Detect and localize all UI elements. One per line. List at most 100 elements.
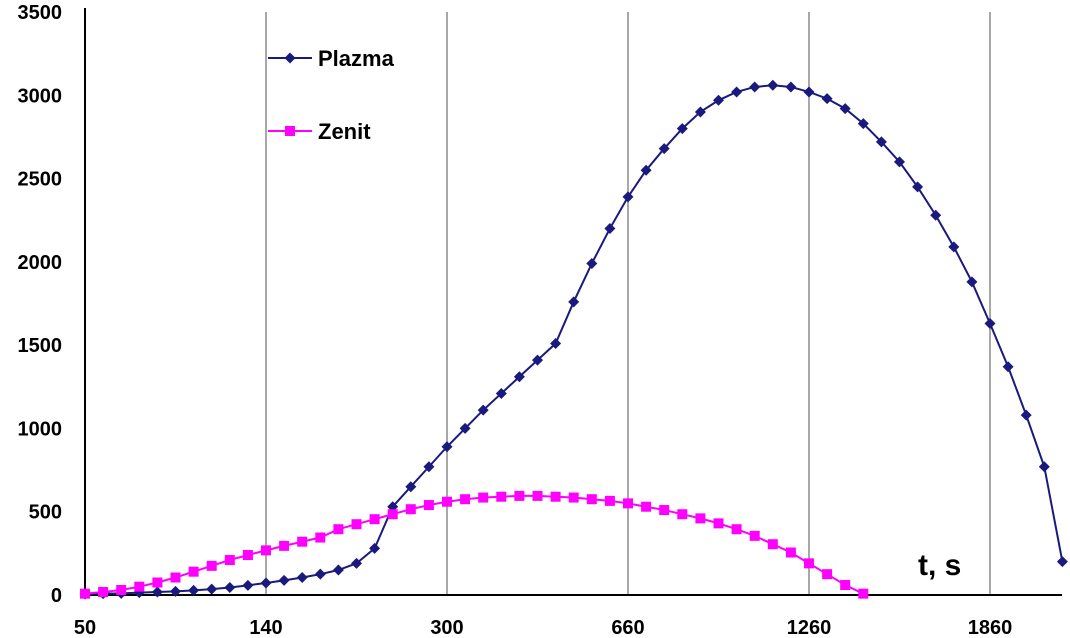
series-line-plazma [84, 84, 1064, 596]
data-point [296, 572, 308, 584]
x-tick-label: 1260 [787, 617, 832, 638]
data-point [98, 587, 109, 598]
legend: Plazma Zenit [268, 46, 395, 144]
data-point [912, 181, 924, 193]
data-point [278, 574, 290, 586]
data-point [550, 491, 561, 502]
data-point [839, 103, 851, 115]
x-axis-label: t, s [918, 549, 961, 582]
data-point [659, 505, 670, 516]
data-point [785, 81, 797, 93]
data-point [713, 94, 724, 106]
y-tick-label: 3000 [18, 85, 63, 107]
data-point [152, 577, 163, 588]
data-point [713, 518, 724, 529]
data-point [333, 524, 344, 535]
data-point [641, 501, 652, 512]
data-point [532, 490, 543, 501]
data-point [586, 258, 598, 270]
data-point [405, 481, 417, 493]
data-point [930, 209, 942, 221]
data-point [822, 569, 833, 580]
data-point [767, 539, 778, 550]
y-tick-label: 1500 [18, 335, 63, 357]
data-point [984, 317, 996, 329]
data-point [134, 581, 145, 592]
legend-marker [284, 52, 296, 64]
data-point [857, 118, 869, 130]
data-point [261, 545, 271, 556]
data-point [875, 136, 887, 148]
data-point [423, 461, 435, 473]
data-point [224, 582, 236, 594]
data-point [116, 585, 127, 596]
data-point [224, 555, 235, 566]
data-point [749, 81, 761, 93]
data-point [586, 494, 597, 505]
data-point [731, 524, 742, 535]
data-point [568, 296, 580, 308]
data-point [731, 86, 743, 98]
data-point [460, 494, 471, 505]
legend-label: Zenit [318, 119, 371, 144]
data-point [840, 580, 851, 591]
data-point [640, 164, 652, 176]
data-point [513, 371, 525, 383]
x-tick-label: 300 [430, 617, 463, 638]
data-point [495, 387, 507, 399]
data-point [369, 542, 381, 554]
data-point [351, 557, 362, 569]
y-tick-label: 2500 [18, 169, 63, 191]
y-tick-label: 2000 [18, 252, 63, 274]
legend-label: Plazma [318, 46, 395, 71]
data-point [622, 191, 634, 203]
data-point [387, 501, 399, 513]
data-point [151, 586, 163, 598]
data-point [170, 585, 181, 597]
data-point [514, 490, 525, 501]
data-point [1056, 556, 1068, 568]
axes [84, 8, 1062, 596]
data-point [785, 547, 796, 558]
data-point [477, 404, 489, 416]
data-point [623, 498, 633, 509]
data-point [1038, 461, 1050, 473]
data-point [966, 276, 978, 288]
data-point [604, 495, 615, 506]
data-point [658, 143, 670, 155]
y-tick-label: 0 [51, 585, 62, 607]
data-point [80, 588, 90, 599]
data-point [387, 509, 398, 520]
data-point [767, 79, 779, 91]
data-point [894, 156, 905, 168]
data-point [206, 583, 218, 595]
data-point [405, 504, 416, 515]
data-point [459, 422, 471, 434]
x-tick-label: 140 [249, 617, 282, 638]
data-point [676, 123, 688, 135]
data-point [441, 441, 453, 453]
data-point [369, 514, 380, 525]
data-point [550, 337, 562, 349]
x-tick-labels: 50 140 300 660 1260 1860 [74, 617, 1012, 638]
data-point [314, 568, 326, 580]
data-point [297, 536, 308, 547]
data-point [749, 530, 760, 541]
data-point [803, 86, 815, 98]
x-tick-label: 1860 [968, 617, 1013, 638]
data-point [604, 223, 616, 235]
data-point [948, 241, 960, 253]
y-tick-label: 3500 [18, 2, 63, 24]
data-point [1002, 361, 1014, 373]
data-point [242, 579, 254, 591]
data-point [170, 572, 181, 583]
data-point [496, 491, 507, 502]
data-point [242, 550, 253, 561]
data-point [804, 558, 814, 569]
data-point [279, 540, 290, 551]
data-point [332, 564, 344, 576]
data-point [188, 566, 199, 577]
data-point [1020, 409, 1032, 421]
y-tick-label: 1000 [18, 418, 63, 440]
